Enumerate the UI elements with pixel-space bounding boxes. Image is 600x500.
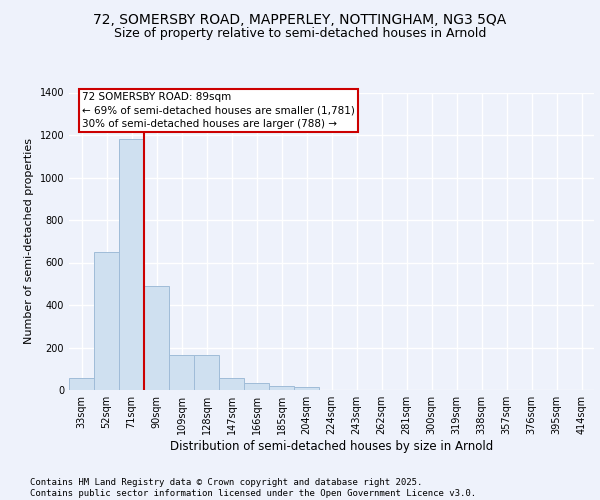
Bar [144, 286, 169, 390]
Bar [69, 378, 94, 390]
Bar [294, 388, 319, 390]
Text: Contains HM Land Registry data © Crown copyright and database right 2025.
Contai: Contains HM Land Registry data © Crown c… [30, 478, 476, 498]
Bar [244, 382, 269, 390]
Bar [194, 355, 219, 390]
Text: Size of property relative to semi-detached houses in Arnold: Size of property relative to semi-detach… [114, 28, 486, 40]
Text: 72 SOMERSBY ROAD: 89sqm
← 69% of semi-detached houses are smaller (1,781)
30% of: 72 SOMERSBY ROAD: 89sqm ← 69% of semi-de… [82, 92, 355, 129]
Text: 72, SOMERSBY ROAD, MAPPERLEY, NOTTINGHAM, NG3 5QA: 72, SOMERSBY ROAD, MAPPERLEY, NOTTINGHAM… [94, 12, 506, 26]
Bar [169, 355, 194, 390]
Bar [269, 386, 294, 390]
Bar [94, 252, 119, 390]
Bar [219, 378, 244, 390]
Bar [119, 139, 144, 390]
X-axis label: Distribution of semi-detached houses by size in Arnold: Distribution of semi-detached houses by … [170, 440, 493, 453]
Y-axis label: Number of semi-detached properties: Number of semi-detached properties [24, 138, 34, 344]
